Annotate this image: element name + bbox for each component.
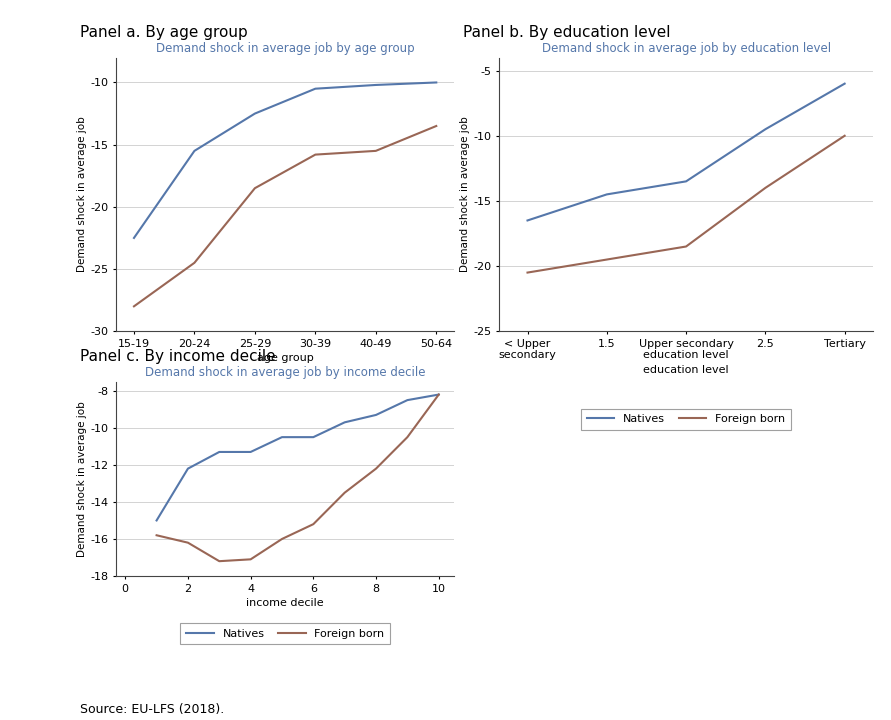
Text: Panel b. By education level: Panel b. By education level [463, 24, 671, 40]
X-axis label: age group: age group [257, 353, 314, 363]
Text: Source: EU-LFS (2018).: Source: EU-LFS (2018). [80, 703, 225, 716]
Legend: Natives, Foreign born: Natives, Foreign born [180, 624, 390, 644]
Title: Demand shock in average job by education level: Demand shock in average job by education… [542, 42, 830, 55]
Title: Demand shock in average job by income decile: Demand shock in average job by income de… [145, 366, 425, 379]
Title: Demand shock in average job by age group: Demand shock in average job by age group [156, 42, 414, 55]
X-axis label: income decile: income decile [246, 598, 324, 608]
X-axis label: education level: education level [643, 364, 729, 374]
Y-axis label: Demand shock in average job: Demand shock in average job [78, 401, 87, 557]
Text: Panel c. By income decile: Panel c. By income decile [80, 348, 276, 364]
Text: Panel a. By age group: Panel a. By age group [80, 24, 248, 40]
Y-axis label: Demand shock in average job: Demand shock in average job [78, 117, 87, 272]
Legend: Natives, Foreign born: Natives, Foreign born [581, 408, 791, 430]
Y-axis label: Demand shock in average job: Demand shock in average job [461, 117, 470, 272]
Legend: Natives, Foreign born: Natives, Foreign born [180, 408, 390, 430]
